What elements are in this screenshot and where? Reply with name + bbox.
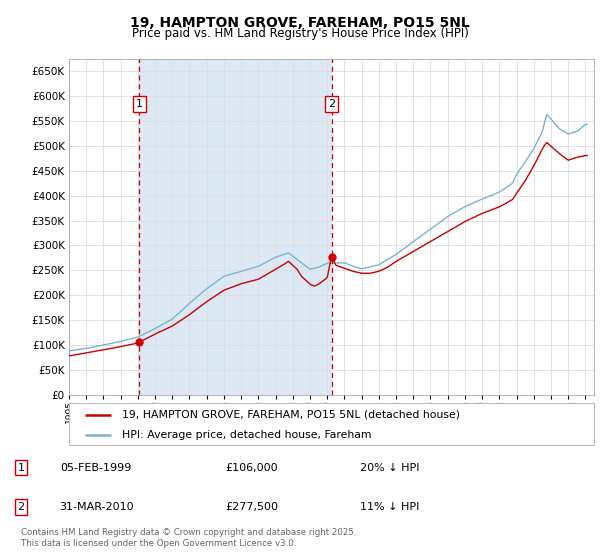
Text: 1: 1 [17,463,25,473]
Text: 19, HAMPTON GROVE, FAREHAM, PO15 5NL (detached house): 19, HAMPTON GROVE, FAREHAM, PO15 5NL (de… [121,410,460,420]
Text: 1: 1 [136,99,143,109]
Text: 2: 2 [328,99,335,109]
Text: 05-FEB-1999: 05-FEB-1999 [61,463,131,473]
Text: 19, HAMPTON GROVE, FAREHAM, PO15 5NL: 19, HAMPTON GROVE, FAREHAM, PO15 5NL [130,16,470,30]
Text: 31-MAR-2010: 31-MAR-2010 [59,502,133,512]
Text: 20% ↓ HPI: 20% ↓ HPI [360,463,420,473]
Bar [139,59,331,395]
Text: Contains HM Land Registry data © Crown copyright and database right 2025.
This d: Contains HM Land Registry data © Crown c… [21,528,356,548]
Text: HPI: Average price, detached house, Fareham: HPI: Average price, detached house, Fare… [121,430,371,440]
FancyBboxPatch shape [69,403,594,445]
Text: £277,500: £277,500 [226,502,278,512]
Text: 11% ↓ HPI: 11% ↓ HPI [361,502,419,512]
Text: £106,000: £106,000 [226,463,278,473]
Text: 2: 2 [17,502,25,512]
Text: Price paid vs. HM Land Registry's House Price Index (HPI): Price paid vs. HM Land Registry's House … [131,27,469,40]
